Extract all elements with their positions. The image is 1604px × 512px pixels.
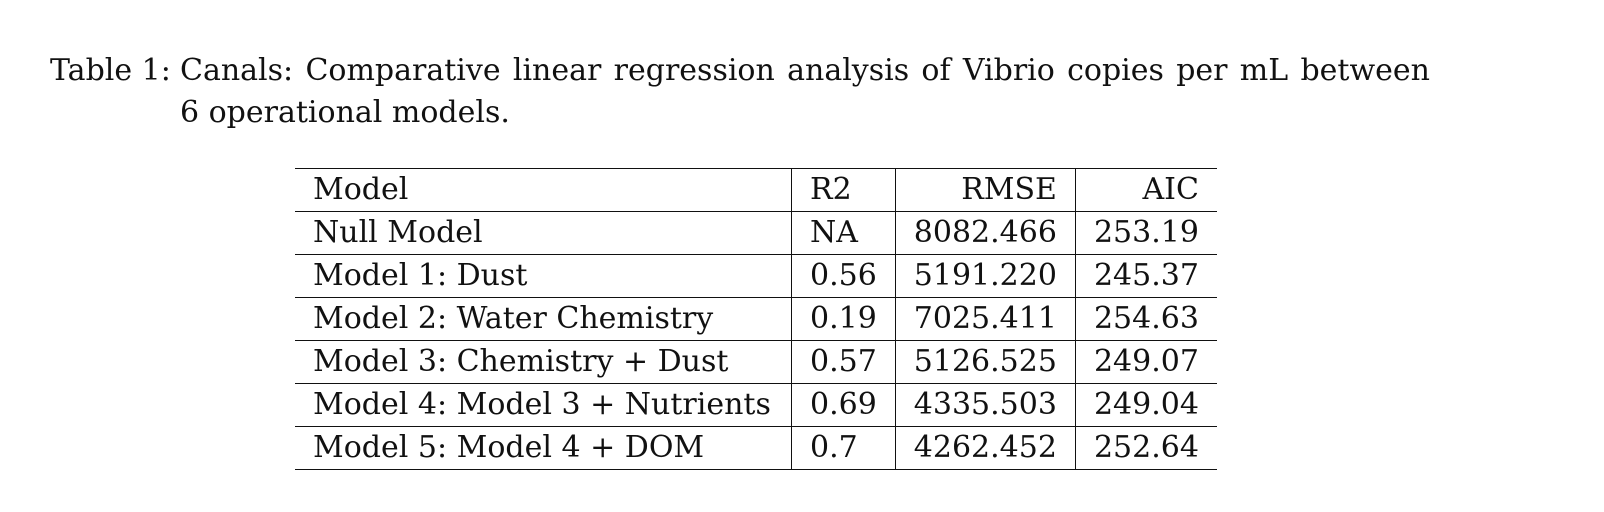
table-row: Model 4: Model 3 + Nutrients 0.69 4335.5… xyxy=(295,383,1217,427)
regression-table: Model R2 RMSE AIC Null Model NA 8082.466… xyxy=(295,168,1217,470)
cell-aic: 252.64 xyxy=(1074,426,1217,470)
table-row: Null Model NA 8082.466 253.19 xyxy=(295,211,1217,255)
cell-r2: 0.57 xyxy=(791,340,896,384)
cell-model: Null Model xyxy=(295,211,792,255)
cell-r2: 0.19 xyxy=(791,297,896,341)
cell-r2: 0.69 xyxy=(791,383,896,427)
cell-r2: 0.56 xyxy=(791,254,896,298)
cell-rmse: 4335.503 xyxy=(894,383,1076,427)
cell-rmse: 5126.525 xyxy=(894,340,1076,384)
caption-text: Canals: Comparative linear regression an… xyxy=(180,53,1430,130)
cell-aic: 245.37 xyxy=(1074,254,1217,298)
table-row: Model 2: Water Chemistry 0.19 7025.411 2… xyxy=(295,297,1217,341)
cell-rmse: 8082.466 xyxy=(894,211,1076,255)
cell-aic: 253.19 xyxy=(1074,211,1217,255)
cell-aic: 254.63 xyxy=(1074,297,1217,341)
cell-model: Model 1: Dust xyxy=(295,254,792,298)
table-row: Model 5: Model 4 + DOM 0.7 4262.452 252.… xyxy=(295,426,1217,470)
caption-label: Table 1: xyxy=(50,53,171,88)
header-aic: AIC xyxy=(1074,168,1217,212)
header-model: Model xyxy=(295,168,792,212)
cell-rmse: 5191.220 xyxy=(894,254,1076,298)
header-rmse: RMSE xyxy=(894,168,1076,212)
cell-r2: NA xyxy=(791,211,896,255)
table-row: Model 3: Chemistry + Dust 0.57 5126.525 … xyxy=(295,340,1217,384)
table-caption: Table 1: Canals: Comparative linear regr… xyxy=(50,50,1430,134)
cell-model: Model 3: Chemistry + Dust xyxy=(295,340,792,384)
table-header-row: Model R2 RMSE AIC xyxy=(295,168,1217,212)
cell-rmse: 4262.452 xyxy=(894,426,1076,470)
cell-rmse: 7025.411 xyxy=(894,297,1076,341)
cell-aic: 249.04 xyxy=(1074,383,1217,427)
table-row: Model 1: Dust 0.56 5191.220 245.37 xyxy=(295,254,1217,298)
cell-r2: 0.7 xyxy=(791,426,896,470)
cell-aic: 249.07 xyxy=(1074,340,1217,384)
cell-model: Model 4: Model 3 + Nutrients xyxy=(295,383,792,427)
cell-model: Model 2: Water Chemistry xyxy=(295,297,792,341)
header-r2: R2 xyxy=(791,168,896,212)
cell-model: Model 5: Model 4 + DOM xyxy=(295,426,792,470)
